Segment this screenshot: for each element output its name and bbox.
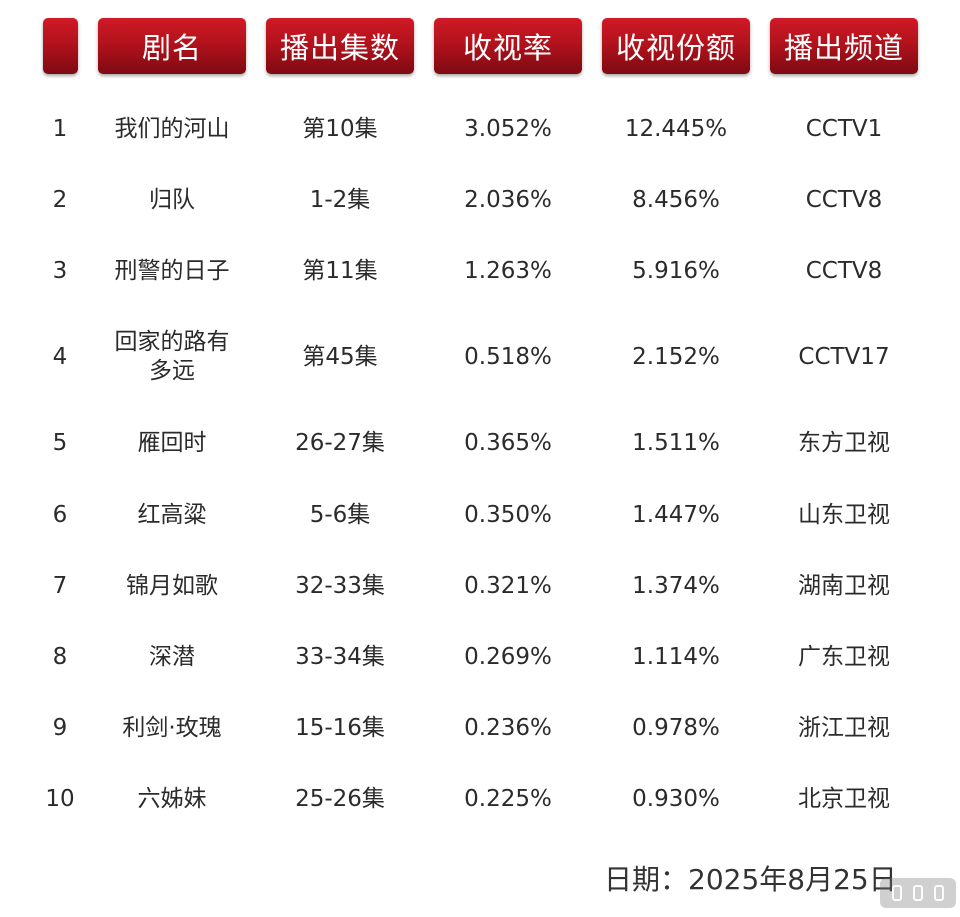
watermark-shape (891, 885, 902, 901)
rating-cell: 0.321% (464, 572, 552, 599)
rating-cell: 0.365% (464, 429, 552, 456)
channel-cell: 北京卫视 (798, 785, 890, 812)
episodes-cell: 第11集 (302, 257, 378, 284)
title-cell: 雁回时 (137, 429, 207, 456)
title-cell: 利剑·玫瑰 (122, 714, 222, 741)
title-cell: 回家的路有 多远 (98, 322, 246, 392)
rank-cell: 10 (45, 785, 75, 812)
table-row: 3 刑警的日子 第11集 1.263% 5.916% CCTV8 (0, 250, 960, 292)
rating-cell: 3.052% (464, 115, 552, 142)
share-cell: 1.114% (632, 643, 720, 670)
title-line-2: 多远 (149, 358, 195, 384)
rank-cell: 9 (52, 714, 68, 741)
rating-cell: 1.263% (464, 257, 552, 284)
rating-cell: 0.269% (464, 643, 552, 670)
share-cell: 2.152% (632, 343, 720, 370)
channel-cell: 东方卫视 (798, 429, 890, 456)
channel-cell: CCTV17 (798, 343, 890, 370)
share-cell: 5.916% (632, 257, 720, 284)
rank-cell: 3 (52, 257, 68, 284)
share-cell: 0.930% (632, 785, 720, 812)
channel-cell: 山东卫视 (798, 501, 890, 528)
watermark-shape (934, 885, 945, 901)
episodes-cell: 32-33集 (295, 572, 385, 599)
rating-cell: 0.236% (464, 714, 552, 741)
rank-cell: 6 (52, 501, 68, 528)
title-cell: 我们的河山 (114, 115, 230, 142)
rank-cell: 4 (52, 343, 68, 370)
title-cell: 归队 (149, 186, 195, 213)
table-row: 4 回家的路有 多远 第45集 0.518% 2.152% CCTV17 (0, 322, 960, 392)
title-cell: 刑警的日子 (114, 257, 230, 284)
table-row: 1 我们的河山 第10集 3.052% 12.445% CCTV1 (0, 108, 960, 150)
table-header-row: 剧名 播出集数 收视率 收视份额 播出频道 (0, 18, 960, 74)
channel-cell: 湖南卫视 (798, 572, 890, 599)
rank-cell: 2 (52, 186, 68, 213)
table-row: 7 锦月如歌 32-33集 0.321% 1.374% 湖南卫视 (0, 565, 960, 607)
share-cell: 12.445% (624, 115, 728, 142)
episodes-cell: 第45集 (302, 343, 378, 370)
episodes-cell: 25-26集 (295, 785, 385, 812)
channel-cell: 浙江卫视 (798, 714, 890, 741)
rating-cell: 0.225% (464, 785, 552, 812)
table-row: 6 红高粱 5-6集 0.350% 1.447% 山东卫视 (0, 494, 960, 536)
channel-cell: CCTV1 (805, 115, 883, 142)
share-cell: 1.511% (632, 429, 720, 456)
title-cell: 深潜 (149, 643, 195, 670)
table-row: 9 利剑·玫瑰 15-16集 0.236% 0.978% 浙江卫视 (0, 707, 960, 749)
channel-cell: 广东卫视 (798, 643, 890, 670)
header-cell-rating: 收视率 (434, 18, 582, 74)
table-row: 5 雁回时 26-27集 0.365% 1.511% 东方卫视 (0, 422, 960, 464)
rank-cell: 1 (52, 115, 68, 142)
table-row: 8 深潜 33-34集 0.269% 1.114% 广东卫视 (0, 636, 960, 678)
share-cell: 1.447% (632, 501, 720, 528)
header-cell-title: 剧名 (98, 18, 246, 74)
watermark-shape (912, 885, 923, 901)
header-cell-channel: 播出频道 (770, 18, 918, 74)
date-footer: 日期：2025年8月25日 (604, 863, 897, 896)
table-row: 2 归队 1-2集 2.036% 8.456% CCTV8 (0, 179, 960, 221)
title-cell: 锦月如歌 (126, 572, 218, 599)
rank-cell: 7 (52, 572, 68, 599)
share-cell: 8.456% (632, 186, 720, 213)
episodes-cell: 33-34集 (295, 643, 385, 670)
title-cell: 六姊妹 (137, 785, 207, 812)
channel-cell: CCTV8 (805, 257, 883, 284)
channel-cell: CCTV8 (805, 186, 883, 213)
share-cell: 0.978% (632, 714, 720, 741)
table-row: 10 六姊妹 25-26集 0.225% 0.930% 北京卫视 (0, 778, 960, 820)
share-cell: 1.374% (632, 572, 720, 599)
title-line-1: 回家的路有 (114, 329, 230, 355)
title-cell: 红高粱 (137, 501, 207, 528)
header-cell-share: 收视份额 (602, 18, 750, 74)
header-cell-rank (43, 18, 78, 74)
episodes-cell: 第10集 (302, 115, 378, 142)
rating-cell: 0.518% (464, 343, 552, 370)
rating-cell: 2.036% (464, 186, 552, 213)
rating-cell: 0.350% (464, 501, 552, 528)
rank-cell: 5 (52, 429, 68, 456)
episodes-cell: 26-27集 (295, 429, 385, 456)
episodes-cell: 15-16集 (295, 714, 385, 741)
episodes-cell: 1-2集 (309, 186, 371, 213)
weibo-watermark-icon (880, 878, 956, 908)
rank-cell: 8 (52, 643, 68, 670)
episodes-cell: 5-6集 (309, 501, 371, 528)
header-cell-episodes: 播出集数 (266, 18, 414, 74)
